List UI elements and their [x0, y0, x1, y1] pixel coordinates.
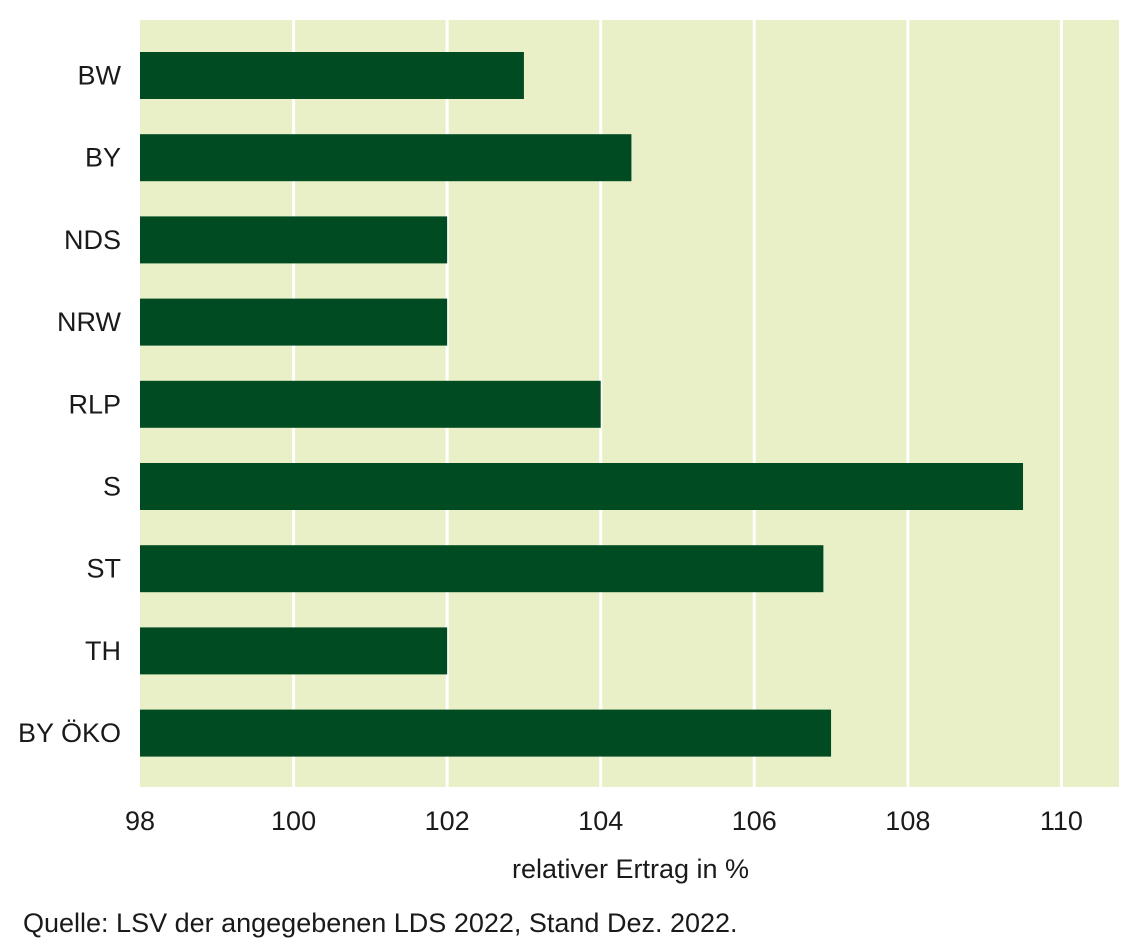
source-note: Quelle: LSV der angegebenen LDS 2022, St…: [23, 908, 738, 938]
bar: [140, 709, 832, 757]
category-label: BY: [85, 143, 121, 173]
category-label: NDS: [64, 225, 121, 255]
bar: [140, 52, 524, 99]
bar: [140, 380, 601, 428]
x-tick-label: 108: [885, 806, 930, 836]
x-tick-label: 106: [732, 806, 777, 836]
x-tick-labels: 98 100 102 104 106 108 110: [125, 806, 1083, 836]
x-tick-label: 104: [578, 806, 623, 836]
category-label: BY ÖKO: [18, 718, 121, 748]
category-label: ST: [86, 554, 121, 584]
category-labels: BW BY NDS NRW RLP S ST TH BY ÖKO: [18, 61, 122, 749]
bars: [140, 52, 1024, 757]
category-label: RLP: [68, 389, 121, 419]
bar: [140, 545, 824, 593]
x-tick-label: 100: [271, 806, 316, 836]
x-tick-label: 98: [125, 806, 155, 836]
bar: [140, 216, 448, 264]
x-tick-label: 110: [1040, 806, 1083, 836]
bar: [140, 627, 448, 675]
bar: [140, 463, 1024, 510]
x-axis-label: relativer Ertrag in %: [512, 854, 749, 884]
category-label: BW: [78, 61, 122, 91]
category-label: NRW: [57, 307, 122, 337]
category-label: TH: [85, 636, 121, 666]
category-label: S: [103, 472, 121, 502]
bar: [140, 298, 448, 346]
x-tick-label: 102: [425, 806, 470, 836]
bar: [140, 134, 632, 182]
